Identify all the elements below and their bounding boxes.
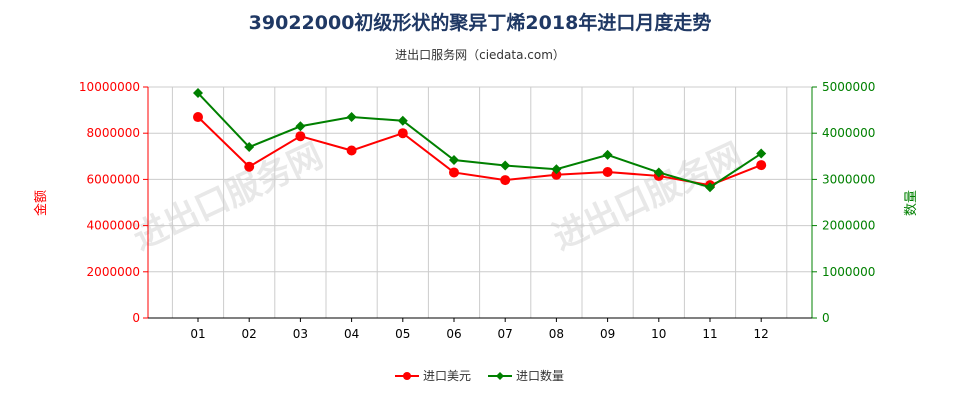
series-line-1 (197, 116, 762, 187)
right-tick-label: 3000000 (822, 172, 875, 186)
series-2-point (449, 154, 459, 165)
y-left-axis-label: 金额 (33, 190, 49, 216)
series-2-point (397, 115, 408, 126)
series-1-point (295, 131, 306, 142)
x-tick-label: 01 (190, 327, 205, 341)
left-tick-label: 2000000 (87, 265, 140, 279)
x-tick-label: 07 (498, 327, 513, 341)
series-2-point (244, 142, 255, 153)
right-tick-label: 4000000 (822, 126, 875, 140)
x-tick-label: 12 (754, 327, 769, 341)
legend-marker-2 (496, 372, 504, 380)
series-2-point (602, 149, 613, 160)
series-2-point (551, 164, 562, 175)
right-tick-label: 2000000 (822, 219, 875, 233)
series-2-point (756, 148, 767, 159)
series-1-point (602, 167, 613, 178)
x-tick-label: 03 (293, 327, 308, 341)
right-tick-label: 0 (822, 311, 830, 325)
x-tick-label: 05 (395, 327, 410, 341)
legend-label-1: 进口美元 (423, 369, 471, 383)
series-2-point (500, 160, 511, 171)
left-tick-label: 0 (132, 311, 140, 325)
y-right-axis-label: 数量 (904, 190, 919, 216)
series-1-point (193, 112, 203, 123)
legend-marker-1 (403, 372, 411, 380)
series-2-point (193, 88, 203, 99)
series-line-2 (197, 92, 762, 189)
series-1-point (500, 175, 511, 186)
legend-label-2: 进口数量 (516, 368, 564, 383)
x-tick-label: 09 (600, 327, 615, 341)
series-2-point (346, 112, 357, 123)
x-tick-label: 02 (242, 327, 257, 341)
series-1-point (551, 169, 562, 180)
series-2-point (705, 182, 715, 193)
chart-subtitle: 进出口服务网（ciedata.com） (395, 48, 565, 62)
series-1-point (449, 167, 459, 178)
chart-title: 39022000初级形状的聚异丁烯2018年进口月度走势 (248, 12, 712, 34)
left-tick-label: 6000000 (87, 172, 140, 186)
series-1-point (756, 160, 767, 171)
series-2-point (653, 167, 664, 178)
x-tick-label: 10 (651, 327, 666, 341)
series-1-point (397, 128, 408, 139)
left-tick-label: 8000000 (87, 126, 140, 140)
left-tick-label: 10000000 (79, 80, 140, 94)
right-tick-label: 1000000 (822, 265, 875, 279)
x-tick-label: 04 (344, 327, 359, 341)
x-tick-label: 06 (446, 327, 461, 341)
x-tick-label: 11 (702, 327, 717, 341)
series-1-point (346, 145, 357, 156)
series-1-point (244, 161, 255, 172)
watermark-2: 进出口服务网 (547, 136, 749, 258)
watermark-1: 进出口服务网 (127, 136, 329, 258)
right-tick-label: 5000000 (822, 80, 875, 94)
series-2-point (295, 121, 306, 132)
left-tick-label: 4000000 (87, 219, 140, 233)
x-tick-label: 08 (549, 327, 564, 341)
